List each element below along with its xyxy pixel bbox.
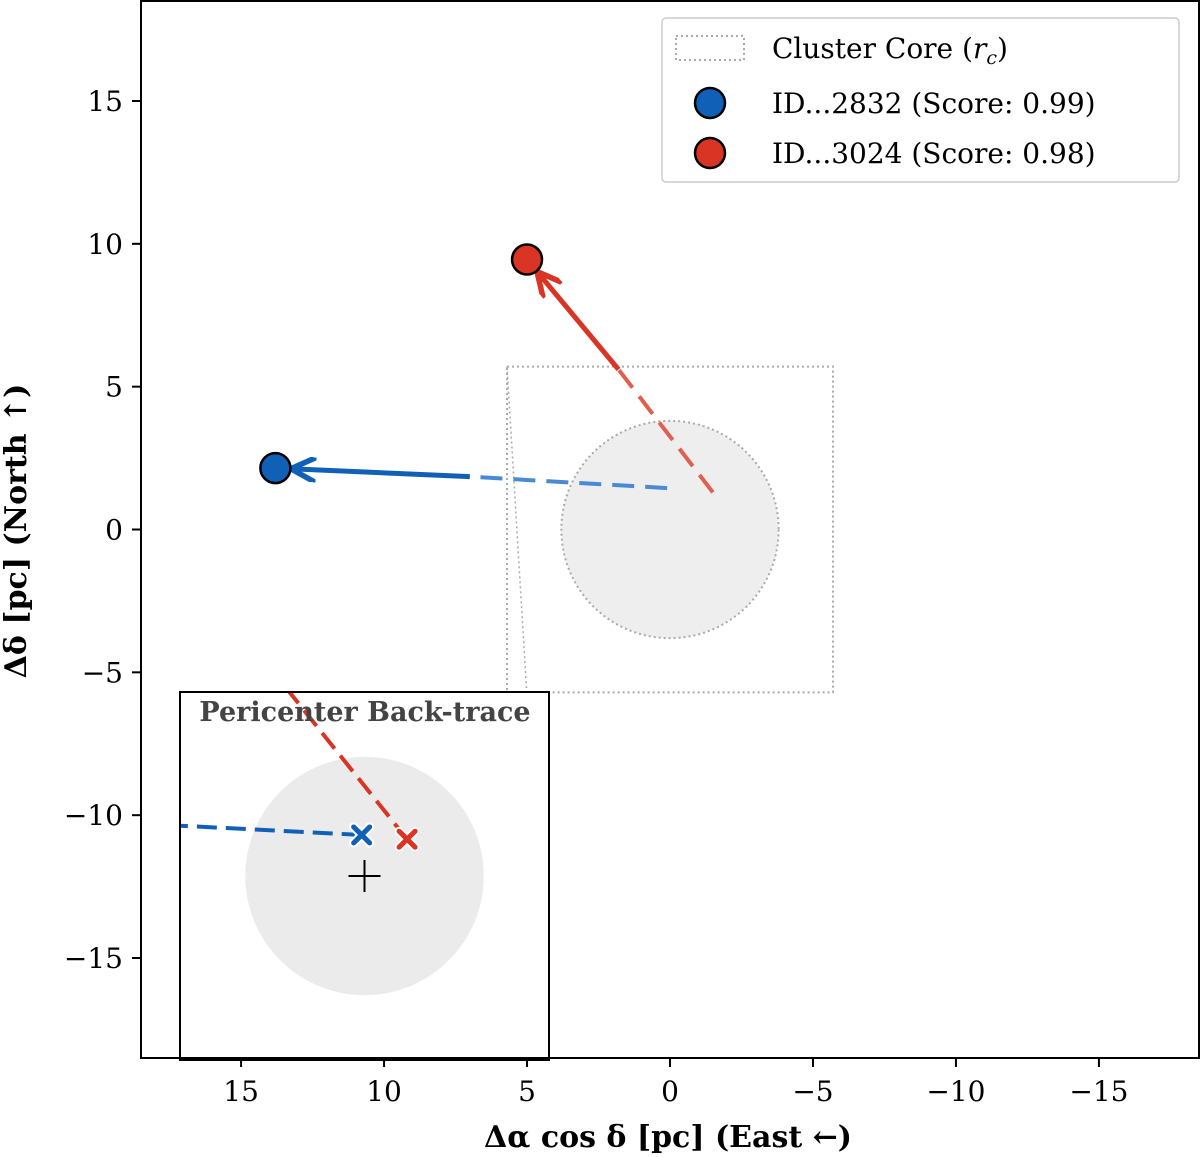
inset-layer: Pericenter Back-trace [179,691,550,1061]
x-ticks: 15 10 5 0 −5 −10 −15 [223,1058,1128,1108]
series-1-motion-arrow [539,273,621,372]
y-ticks: 15 10 5 0 −5 −10 −15 [64,85,141,975]
x-tick-label-6: −15 [1069,1075,1128,1108]
inset-series-1-backtrace [286,692,409,841]
x-tick-label-0: 15 [223,1075,259,1108]
series-0-current-point [259,451,292,485]
x-axis-label: Δα cos δ [pc] (East ←) [484,1120,852,1155]
y-tick-label-6: −15 [64,942,123,975]
x-tick-label-5: −10 [926,1075,985,1108]
zoom-connector [506,366,550,1061]
legend-series-1-label: ID...3024 (Score: 0.98) [772,137,1096,170]
x-tick-label-1: 10 [366,1075,402,1108]
zoom-box [506,365,834,694]
inset-center-marker [348,860,381,892]
x-tick-label-3: 0 [661,1075,679,1108]
x-tick-label-2: 5 [518,1075,536,1108]
legend-core-label: Cluster Core (rc) [772,32,1008,69]
cluster-core [560,419,780,640]
inset-content [180,692,484,996]
y-tick-label-4: −5 [82,656,123,689]
legend: Cluster Core (rc) ID...2832 (Score: 0.99… [661,17,1180,183]
legend-series-0-label: ID...2832 (Score: 0.99) [772,87,1096,120]
inset-frame [179,691,550,1061]
series-1-current-point [510,243,544,276]
y-tick-label-5: −10 [64,799,123,832]
legend-core-swatch [675,35,745,61]
zoom-box-layer [506,365,834,1061]
series-0-motion-arrow [293,469,470,477]
inset-series-0-backtrace [180,823,362,837]
main-plot-layer [259,243,780,640]
y-tick-label-1: 10 [87,228,123,261]
legend-frame [661,17,1180,183]
y-tick-label-2: 5 [105,371,123,404]
legend-series-1-marker [693,136,727,170]
y-axis-label: Δδ [pc] (North ↑) [0,384,34,679]
x-tick-label-4: −5 [792,1075,833,1108]
y-tick-label-0: 15 [87,85,123,118]
inset-series-1-pericenter-marker [396,828,418,850]
inset-series-0-pericenter-marker [351,824,373,846]
y-tick-label-3: 0 [105,514,123,547]
inset-title: Pericenter Back-trace [199,697,530,728]
legend-series-0-marker [693,86,727,120]
series-1-backtrace [616,368,715,494]
